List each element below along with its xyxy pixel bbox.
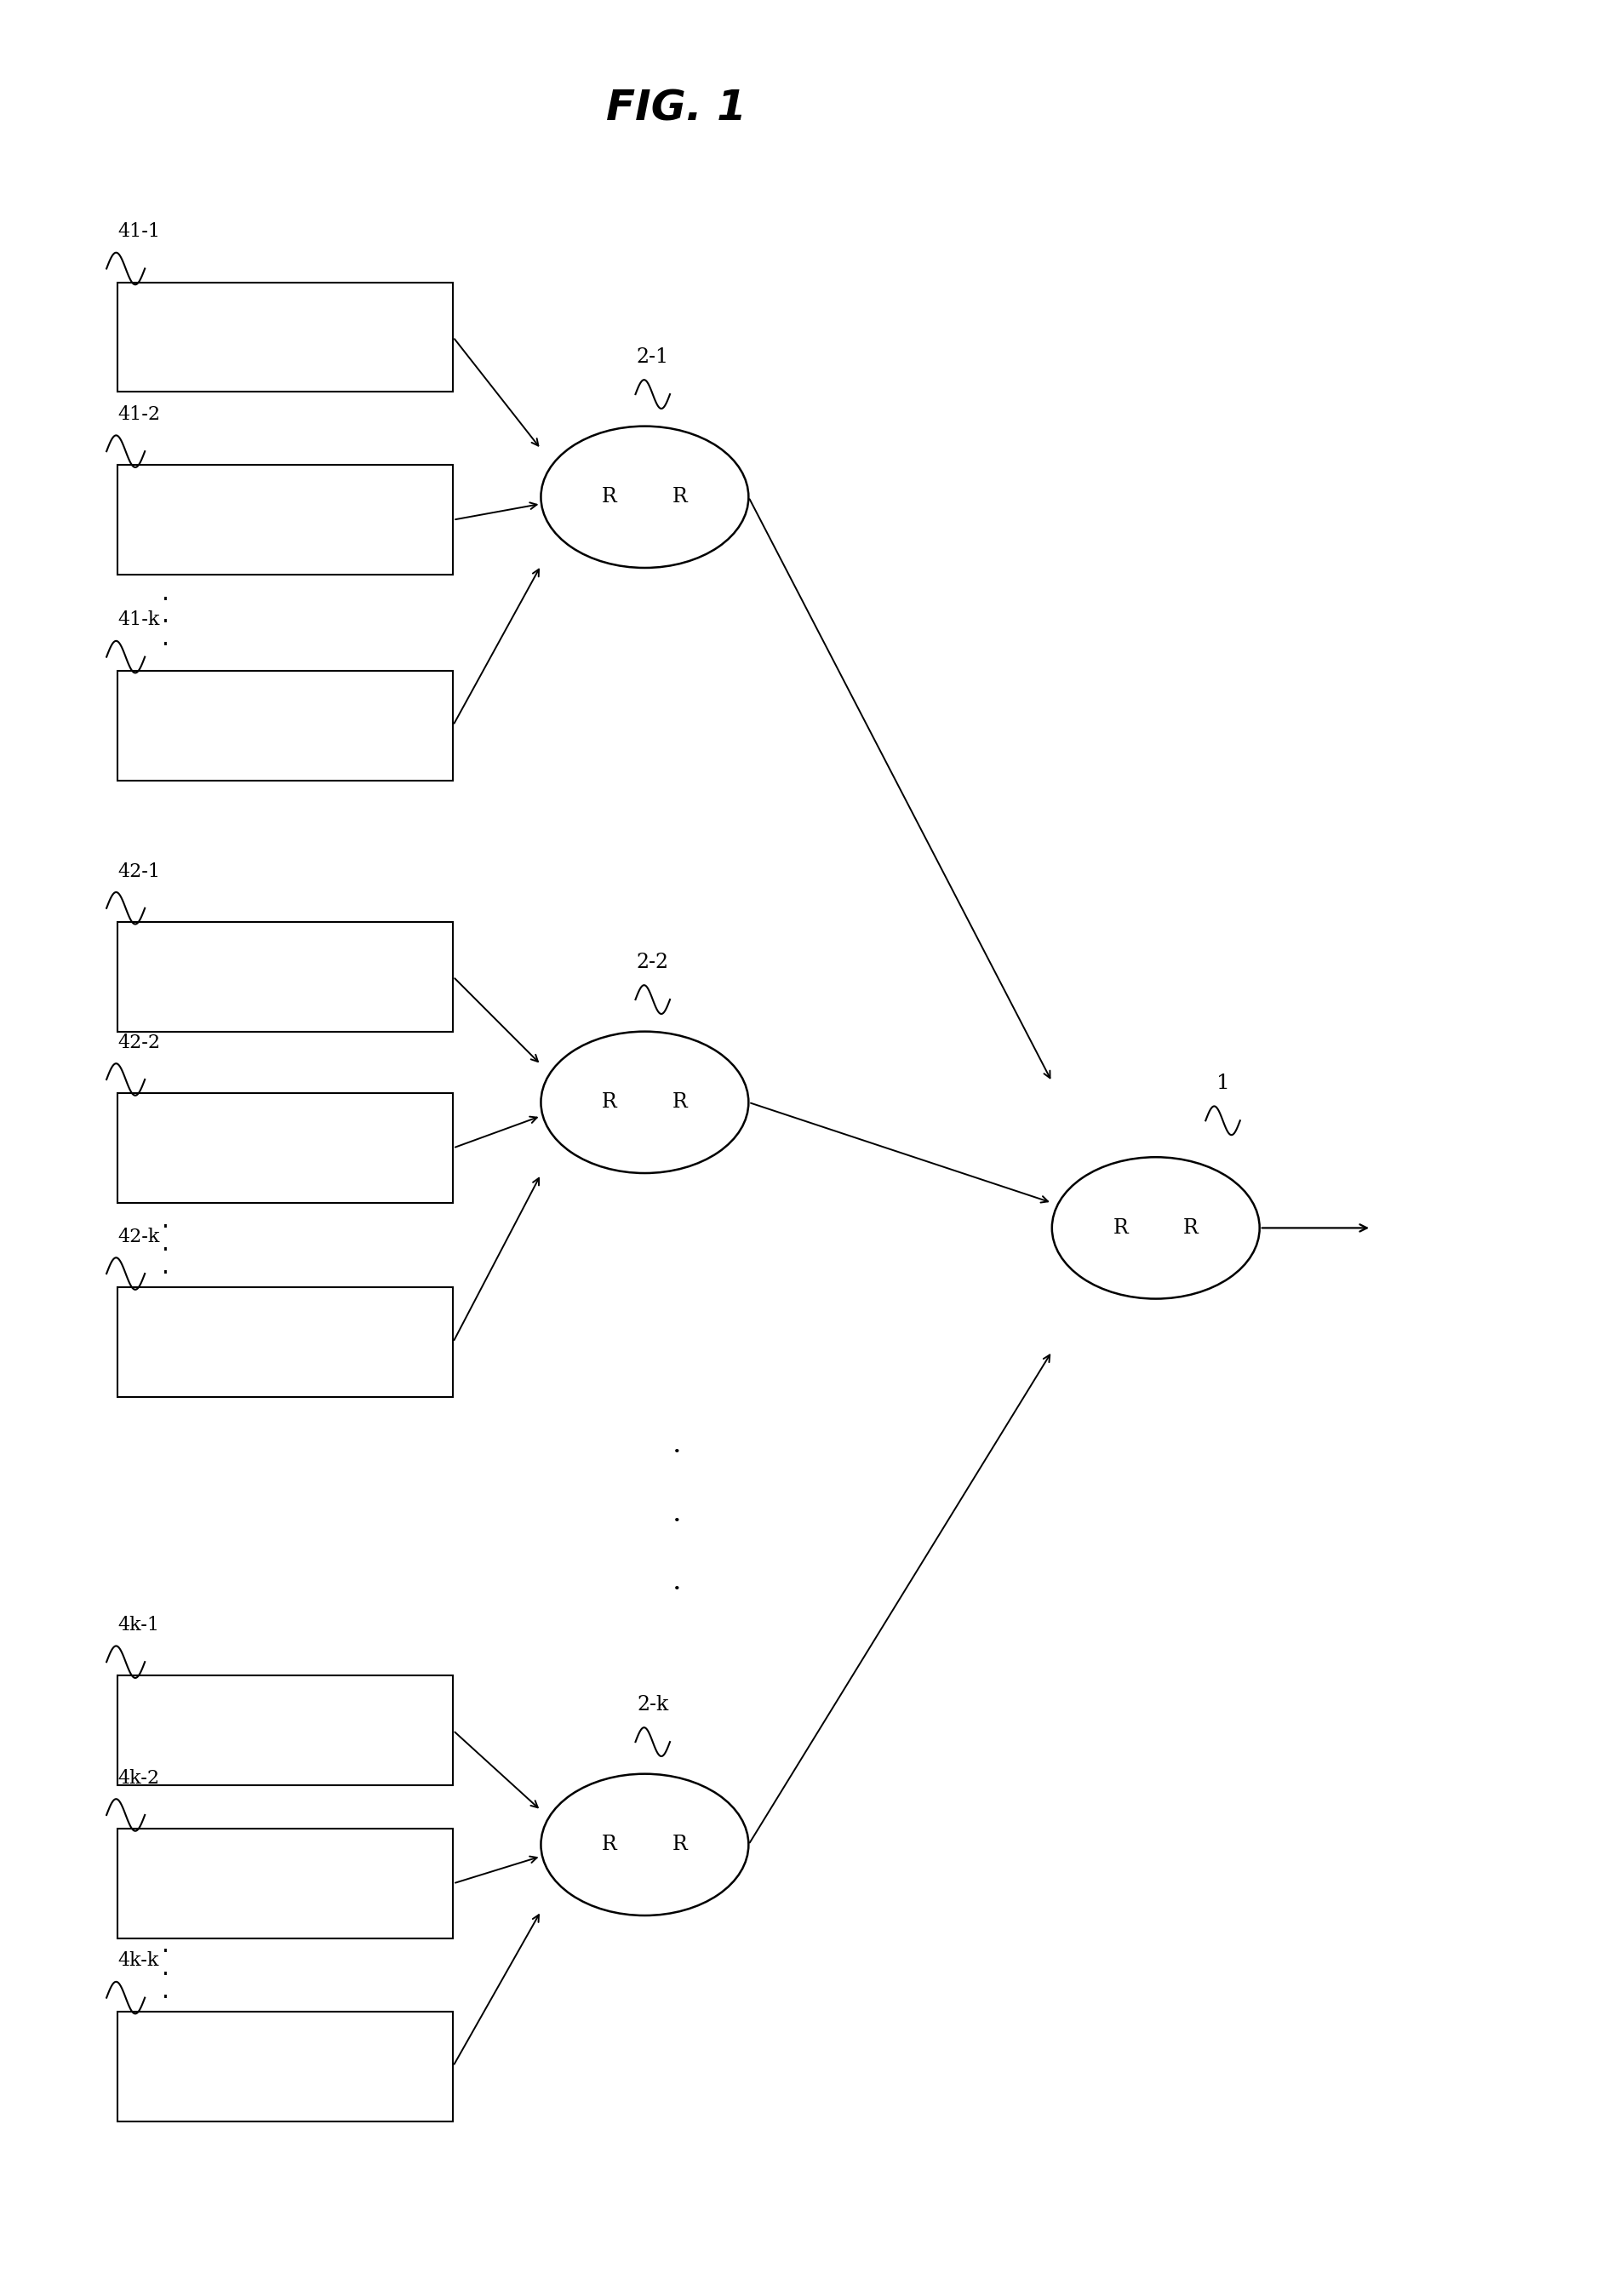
- Text: R: R: [1183, 1219, 1198, 1238]
- Text: 4k-k: 4k-k: [117, 1952, 159, 1970]
- Text: R: R: [601, 1835, 617, 1855]
- Text: ·: ·: [162, 1240, 169, 1263]
- Bar: [117, 1093, 453, 1203]
- Text: R: R: [672, 1093, 687, 1111]
- Ellipse shape: [540, 427, 748, 567]
- Bar: [117, 1676, 453, 1786]
- Text: R: R: [672, 1835, 687, 1855]
- Text: R: R: [601, 487, 617, 507]
- Bar: [117, 2011, 453, 2122]
- Bar: [117, 923, 453, 1031]
- Text: ·: ·: [162, 1263, 169, 1286]
- Text: 41-k: 41-k: [117, 611, 159, 629]
- Text: 1: 1: [1216, 1075, 1229, 1093]
- Bar: [117, 282, 453, 393]
- Text: ·: ·: [162, 1940, 169, 1963]
- Text: ·: ·: [162, 1217, 169, 1240]
- Text: 42-1: 42-1: [117, 861, 161, 882]
- Text: R: R: [672, 487, 687, 507]
- Text: .: .: [672, 1499, 680, 1527]
- Bar: [117, 466, 453, 574]
- Bar: [117, 1828, 453, 1938]
- Text: 2-1: 2-1: [637, 347, 669, 367]
- Text: R: R: [1113, 1219, 1127, 1238]
- Text: R: R: [601, 1093, 617, 1111]
- Text: ·: ·: [162, 588, 169, 611]
- Text: 41-2: 41-2: [117, 404, 161, 425]
- Bar: [117, 670, 453, 781]
- Ellipse shape: [540, 1031, 748, 1173]
- Text: FIG. 1: FIG. 1: [606, 87, 746, 129]
- Text: .: .: [672, 1568, 680, 1596]
- Text: 42-k: 42-k: [117, 1228, 159, 1247]
- Text: 4k-2: 4k-2: [117, 1768, 159, 1789]
- Text: ·: ·: [162, 634, 169, 657]
- Text: ·: ·: [162, 611, 169, 634]
- Ellipse shape: [540, 1775, 748, 1915]
- Text: 4k-1: 4k-1: [117, 1616, 159, 1635]
- Text: 41-1: 41-1: [117, 223, 161, 241]
- Ellipse shape: [1052, 1157, 1259, 1300]
- Text: ·: ·: [162, 1963, 169, 1986]
- Text: 42-2: 42-2: [117, 1033, 161, 1052]
- Text: ·: ·: [162, 1986, 169, 2009]
- Bar: [117, 1288, 453, 1396]
- Text: 2-2: 2-2: [637, 953, 669, 971]
- Text: 2-k: 2-k: [637, 1694, 669, 1715]
- Text: .: .: [672, 1430, 680, 1458]
